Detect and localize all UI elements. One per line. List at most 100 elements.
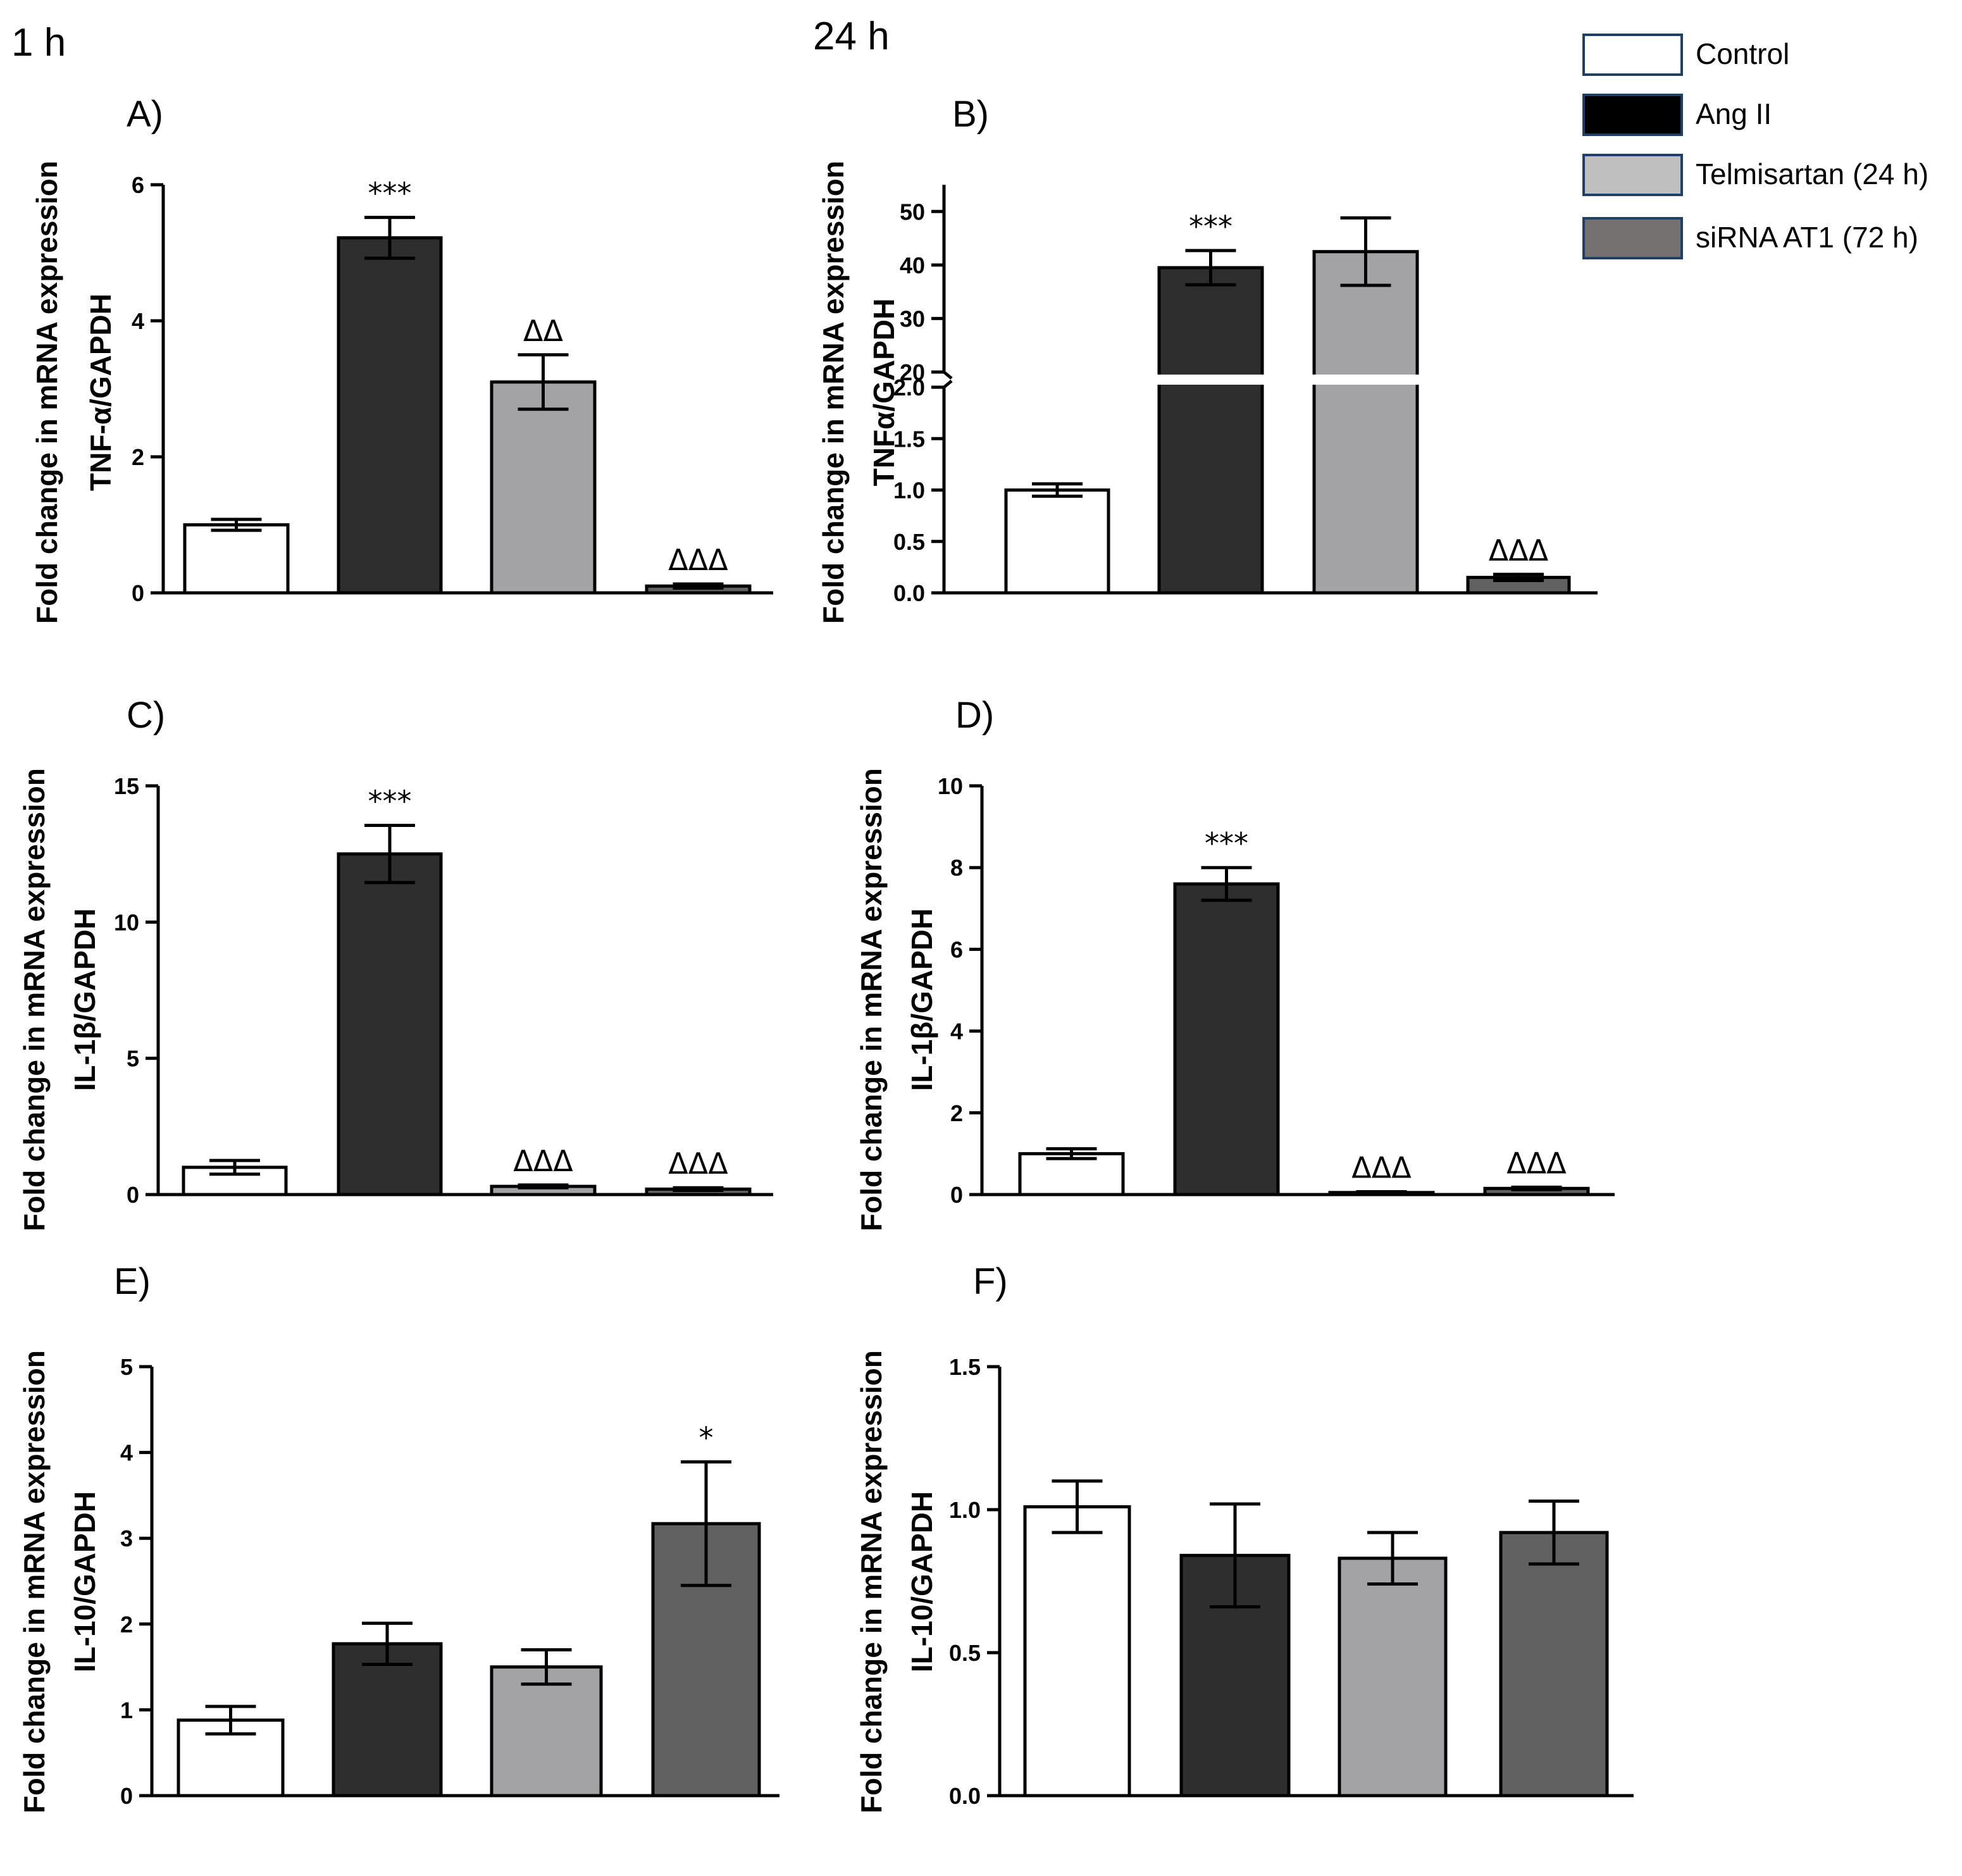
bar-D-1 bbox=[1173, 882, 1280, 1196]
bar-E-2 bbox=[490, 1665, 603, 1798]
y-tick-label-D-4: 8 bbox=[950, 855, 963, 881]
y-tick-label-A-1: 2 bbox=[132, 444, 144, 470]
significance-A-3: ΔΔΔ bbox=[668, 543, 728, 577]
error-bar-F-1 bbox=[1210, 1502, 1260, 1609]
y-tick-label-F-3: 1.5 bbox=[949, 1354, 981, 1380]
error-bar-C-1 bbox=[364, 823, 415, 885]
y-tick-label-E-2: 2 bbox=[120, 1612, 133, 1637]
y-axis-sublabel-D: IL-1β/GAPDH bbox=[905, 909, 938, 1091]
y-axis-sublabel-B: TNFα/GAPDH bbox=[867, 299, 900, 487]
panel-label-A: A) bbox=[127, 94, 163, 135]
y-tick-label-F-0: 0.0 bbox=[949, 1783, 981, 1809]
significance-D-3: ΔΔΔ bbox=[1506, 1146, 1567, 1180]
bar-B-1 bbox=[1157, 266, 1264, 595]
error-bar-E-3 bbox=[681, 1460, 731, 1587]
y-axis-label-A: Fold change in mRNA expression bbox=[30, 161, 63, 624]
legend-label-3: siRNA AT1 (72 h) bbox=[1696, 221, 1918, 254]
error-bar-D-0 bbox=[1046, 1147, 1097, 1160]
panel-F: F) Fold change in mRNA expression IL-10/GA… bbox=[855, 1261, 1634, 1813]
y-axis-sublabel-E: IL-10/GAPDH bbox=[68, 1491, 101, 1672]
significance-C-2: ΔΔΔ bbox=[513, 1144, 573, 1178]
bar-A-1 bbox=[337, 236, 443, 595]
y-tick-label-D-3: 6 bbox=[950, 936, 963, 962]
y-axis-sublabel-A: TNF-α/GAPDH bbox=[84, 294, 117, 491]
y-tick-label-E-4: 4 bbox=[120, 1440, 133, 1466]
y-tick-label-C-0: 0 bbox=[127, 1182, 139, 1208]
significance-E-3: * bbox=[699, 1421, 714, 1455]
legend-label-0: Control bbox=[1696, 37, 1789, 70]
y-tick-label-A-2: 4 bbox=[132, 308, 144, 334]
y-axis-sublabel-C: IL-1β/GAPDH bbox=[68, 909, 101, 1091]
error-bar-E-1 bbox=[362, 1621, 413, 1667]
time-label-24h: 24 h bbox=[813, 15, 890, 58]
y-tick-label-A-3: 6 bbox=[132, 172, 144, 198]
y-tick-label-D-1: 2 bbox=[950, 1100, 963, 1126]
bar-D-0 bbox=[1018, 1152, 1125, 1196]
error-bar-A-3 bbox=[673, 582, 724, 590]
bar-F-0 bbox=[1023, 1505, 1131, 1798]
panel-label-E: E) bbox=[114, 1261, 151, 1302]
y-tick-label-C-2: 10 bbox=[114, 909, 139, 935]
bar-F-2 bbox=[1338, 1556, 1448, 1798]
error-bar-C-2 bbox=[518, 1183, 569, 1190]
panel-C: C) Fold change in mRNA expression IL-1β/GA… bbox=[18, 695, 773, 1231]
y-tick-label-A-0: 0 bbox=[132, 580, 144, 606]
bar-A-2 bbox=[490, 380, 597, 595]
y-tick-label-D-5: 10 bbox=[938, 773, 963, 799]
y-axis-label-C: Fold change in mRNA expression bbox=[18, 768, 51, 1231]
panel-D: D) Fold change in mRNA expression IL-1β/GA… bbox=[855, 695, 1615, 1231]
y-tick-label-D-0: 0 bbox=[950, 1182, 963, 1208]
legend-swatch-3 bbox=[1582, 217, 1683, 259]
y-tick-label-E-5: 5 bbox=[120, 1354, 133, 1380]
error-bar-C-3 bbox=[673, 1186, 724, 1193]
significance-C-3: ΔΔΔ bbox=[668, 1146, 728, 1181]
panel-label-C: C) bbox=[127, 695, 165, 736]
panels: A) Fold change in mRNA expression TNF-α/GA… bbox=[18, 94, 1634, 1813]
y-axis-label-E: Fold change in mRNA expression bbox=[18, 1350, 51, 1813]
panel-A: A) Fold change in mRNA expression TNF-α/GA… bbox=[30, 94, 773, 624]
significance-B-3: ΔΔΔ bbox=[1489, 533, 1549, 568]
error-bar-C-0 bbox=[209, 1159, 260, 1176]
y-tick-label-B-lower-0: 0.0 bbox=[893, 580, 925, 606]
time-label-1h: 1 h bbox=[11, 21, 66, 65]
panel-E: E) Fold change in mRNA expression IL-10/GA… bbox=[18, 1261, 779, 1813]
y-tick-label-F-1: 0.5 bbox=[949, 1640, 981, 1666]
axis-break-mark-upper-B bbox=[943, 371, 953, 380]
bar-F-3 bbox=[1499, 1531, 1609, 1798]
significance-C-1: *** bbox=[368, 784, 412, 818]
error-bar-E-2 bbox=[521, 1648, 572, 1686]
y-tick-label-B-lower-3: 1.5 bbox=[893, 426, 925, 452]
panel-label-D: D) bbox=[955, 695, 994, 736]
legend: Control Ang II Telmisartan (24 h) siRNA AT1… bbox=[1582, 34, 1928, 259]
significance-A-1: *** bbox=[368, 177, 412, 211]
bar-E-1 bbox=[332, 1642, 443, 1798]
significance-D-2: ΔΔΔ bbox=[1351, 1150, 1412, 1184]
legend-swatch-0 bbox=[1582, 34, 1683, 76]
y-tick-label-D-2: 4 bbox=[950, 1019, 963, 1045]
axis-break-mark-lower-B bbox=[943, 380, 953, 388]
error-bar-B-1 bbox=[1185, 249, 1236, 287]
legend-label-1: Ang II bbox=[1696, 97, 1772, 130]
legend-swatch-1 bbox=[1582, 94, 1683, 136]
y-tick-label-C-3: 15 bbox=[114, 773, 139, 799]
error-bar-A-2 bbox=[518, 353, 569, 411]
error-bar-E-0 bbox=[205, 1705, 256, 1736]
y-tick-label-E-0: 0 bbox=[120, 1783, 133, 1809]
bar-C-1 bbox=[337, 852, 443, 1196]
y-axis-label-B: Fold change in mRNA expression bbox=[817, 161, 850, 624]
y-tick-label-E-1: 1 bbox=[120, 1697, 133, 1723]
error-bar-F-0 bbox=[1052, 1479, 1103, 1534]
y-axis-sublabel-F: IL-10/GAPDH bbox=[905, 1491, 938, 1672]
error-bar-A-1 bbox=[364, 216, 415, 260]
error-bar-F-3 bbox=[1529, 1499, 1579, 1566]
panel-label-F: F) bbox=[973, 1261, 1008, 1302]
error-bar-F-2 bbox=[1367, 1531, 1418, 1586]
error-bar-D-3 bbox=[1511, 1185, 1562, 1191]
y-tick-label-B-upper-1: 30 bbox=[900, 306, 925, 332]
bar-A-0 bbox=[183, 523, 290, 595]
y-axis-label-D: Fold change in mRNA expression bbox=[855, 768, 888, 1231]
error-bar-B-0 bbox=[1032, 482, 1083, 498]
significance-A-2: ΔΔ bbox=[523, 314, 563, 348]
error-bar-B-2 bbox=[1340, 216, 1391, 287]
